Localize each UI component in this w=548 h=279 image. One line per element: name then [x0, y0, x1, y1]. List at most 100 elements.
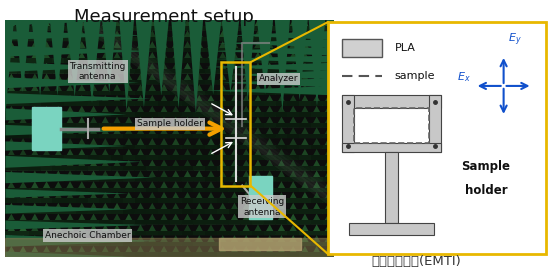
Polygon shape: [135, 52, 146, 63]
Bar: [146, 123, 158, 127]
Polygon shape: [207, 86, 334, 95]
Polygon shape: [88, 30, 99, 41]
Polygon shape: [299, 213, 311, 224]
Polygon shape: [276, 170, 287, 181]
Polygon shape: [264, 213, 276, 224]
Polygon shape: [287, 63, 299, 73]
Bar: [264, 80, 276, 84]
Polygon shape: [205, 192, 217, 203]
Bar: [299, 209, 311, 213]
Bar: [299, 198, 311, 203]
Bar: [341, 95, 442, 109]
Bar: [99, 58, 111, 63]
Bar: [170, 112, 181, 117]
Polygon shape: [153, 20, 169, 96]
Polygon shape: [123, 170, 135, 181]
Polygon shape: [299, 117, 311, 127]
Bar: [76, 134, 88, 138]
Bar: [205, 123, 217, 127]
Polygon shape: [276, 149, 287, 160]
Polygon shape: [99, 84, 111, 95]
Bar: [111, 166, 123, 170]
Polygon shape: [299, 73, 311, 84]
Polygon shape: [311, 84, 323, 95]
Polygon shape: [241, 224, 252, 235]
Polygon shape: [99, 106, 111, 117]
Bar: [64, 80, 76, 84]
Polygon shape: [217, 52, 229, 63]
Polygon shape: [323, 246, 334, 257]
Polygon shape: [135, 224, 146, 235]
Bar: [41, 37, 53, 41]
Bar: [5, 134, 17, 138]
Bar: [53, 80, 64, 84]
Bar: [241, 112, 252, 117]
Bar: [123, 177, 135, 181]
Bar: [264, 209, 276, 213]
Bar: [287, 209, 299, 213]
Polygon shape: [264, 235, 276, 246]
Bar: [287, 188, 299, 192]
Polygon shape: [146, 149, 158, 160]
Bar: [221, 62, 250, 186]
Bar: [76, 80, 88, 84]
Polygon shape: [53, 160, 64, 170]
Polygon shape: [170, 213, 181, 224]
Polygon shape: [76, 203, 88, 213]
Polygon shape: [311, 63, 323, 73]
Bar: [76, 47, 88, 52]
Bar: [76, 58, 88, 63]
Bar: [229, 102, 241, 106]
Polygon shape: [88, 117, 99, 127]
Polygon shape: [287, 138, 299, 149]
Polygon shape: [135, 160, 146, 170]
Polygon shape: [5, 172, 155, 183]
Polygon shape: [76, 20, 88, 30]
Polygon shape: [158, 95, 170, 106]
Polygon shape: [229, 127, 241, 138]
Bar: [217, 188, 229, 192]
Bar: [111, 80, 123, 84]
Bar: [53, 177, 64, 181]
Polygon shape: [41, 117, 53, 127]
Polygon shape: [41, 73, 53, 84]
Bar: [158, 220, 170, 224]
Polygon shape: [88, 203, 99, 213]
Polygon shape: [181, 84, 193, 95]
Bar: [135, 58, 146, 63]
Bar: [5, 145, 17, 149]
Bar: [29, 26, 41, 30]
Bar: [146, 209, 158, 213]
Polygon shape: [287, 181, 299, 192]
Polygon shape: [29, 41, 41, 52]
Polygon shape: [241, 127, 252, 138]
Text: $E_x$: $E_x$: [456, 70, 470, 84]
Bar: [17, 102, 29, 106]
Bar: [205, 58, 217, 63]
Bar: [287, 166, 299, 170]
Polygon shape: [135, 84, 146, 95]
Bar: [252, 91, 264, 95]
Polygon shape: [41, 30, 53, 41]
Polygon shape: [146, 138, 158, 149]
Text: Sample: Sample: [461, 160, 510, 173]
Polygon shape: [181, 127, 193, 138]
Polygon shape: [123, 106, 135, 117]
Bar: [311, 198, 323, 203]
Polygon shape: [0, 20, 14, 113]
Bar: [17, 220, 29, 224]
Bar: [53, 242, 64, 246]
Bar: [64, 177, 76, 181]
Polygon shape: [123, 235, 135, 246]
Bar: [41, 80, 53, 84]
Bar: [76, 102, 88, 106]
Polygon shape: [99, 95, 111, 106]
Polygon shape: [276, 73, 287, 84]
Bar: [29, 47, 41, 52]
Bar: [252, 102, 264, 106]
Polygon shape: [76, 117, 88, 127]
Polygon shape: [241, 52, 252, 63]
Polygon shape: [327, 20, 342, 98]
Polygon shape: [17, 203, 29, 213]
Polygon shape: [135, 95, 146, 106]
